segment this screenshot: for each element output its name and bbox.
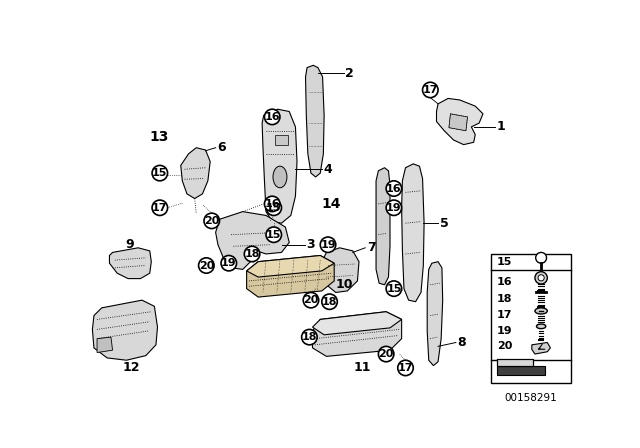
Circle shape [266,200,282,215]
Text: 12: 12 [123,362,140,375]
Circle shape [266,227,282,242]
Text: 17: 17 [497,310,513,320]
Text: 16: 16 [264,199,280,209]
Text: 17: 17 [397,363,413,373]
Ellipse shape [536,324,546,329]
Circle shape [264,109,280,125]
Circle shape [535,271,547,284]
Text: 15: 15 [497,257,513,267]
Text: 6: 6 [217,141,226,154]
Polygon shape [109,248,151,279]
Text: 14: 14 [322,197,341,211]
Text: 11: 11 [353,362,371,375]
Text: 15: 15 [266,203,282,213]
Polygon shape [246,255,334,277]
Circle shape [198,258,214,273]
Text: 19: 19 [386,203,402,213]
Text: 18: 18 [322,297,337,307]
Circle shape [536,252,547,263]
Polygon shape [312,312,402,335]
Text: 17: 17 [422,85,438,95]
Polygon shape [497,366,545,375]
Circle shape [244,246,260,262]
Text: 7: 7 [367,241,376,254]
Circle shape [397,360,413,375]
Text: 8: 8 [458,336,466,349]
Polygon shape [428,262,443,366]
Text: 1: 1 [496,121,505,134]
Bar [491,254,572,383]
Circle shape [378,346,394,362]
Circle shape [204,213,220,228]
Circle shape [152,200,168,215]
Text: 18: 18 [244,249,260,259]
Text: 20: 20 [378,349,394,359]
Circle shape [386,281,402,296]
Circle shape [538,275,544,281]
Text: 17: 17 [152,203,168,213]
Text: 15: 15 [266,230,282,240]
Text: 20: 20 [303,295,319,305]
Polygon shape [402,164,424,302]
Text: 20: 20 [204,216,220,226]
Circle shape [386,181,402,196]
Polygon shape [246,255,334,297]
Polygon shape [92,300,157,360]
Circle shape [422,82,438,98]
Text: 20: 20 [198,260,214,271]
Text: 18: 18 [497,293,513,304]
Text: 4: 4 [323,163,332,176]
Circle shape [152,165,168,181]
Text: 16: 16 [264,112,280,122]
Polygon shape [322,248,359,293]
Text: 16: 16 [497,277,513,288]
Circle shape [221,255,237,271]
Text: 16: 16 [386,184,402,194]
Text: 19: 19 [221,258,237,268]
Polygon shape [532,343,550,354]
Polygon shape [312,312,402,356]
Circle shape [264,196,280,211]
Text: 10: 10 [336,278,353,291]
Text: 19: 19 [320,240,336,250]
Text: 3: 3 [307,238,315,251]
Polygon shape [305,65,324,177]
Text: 15: 15 [152,168,168,178]
Polygon shape [97,337,113,353]
Circle shape [386,200,402,215]
Polygon shape [180,148,210,198]
Text: 15: 15 [386,284,401,293]
Polygon shape [262,109,297,223]
Polygon shape [497,359,533,366]
Text: 13: 13 [150,130,169,144]
Text: 5: 5 [440,217,449,230]
Text: 20: 20 [497,341,513,351]
Circle shape [322,294,337,310]
Text: 9: 9 [125,238,134,251]
Text: 18: 18 [301,332,317,342]
Ellipse shape [535,308,547,314]
Circle shape [320,237,336,252]
Text: 00158291: 00158291 [505,392,557,403]
Circle shape [303,293,319,308]
Ellipse shape [273,166,287,188]
Polygon shape [376,168,390,285]
Polygon shape [216,211,289,269]
Circle shape [301,329,317,345]
Text: 19: 19 [497,326,513,336]
Text: 2: 2 [345,66,354,79]
Polygon shape [275,134,288,145]
Polygon shape [449,114,467,131]
Polygon shape [436,99,483,145]
